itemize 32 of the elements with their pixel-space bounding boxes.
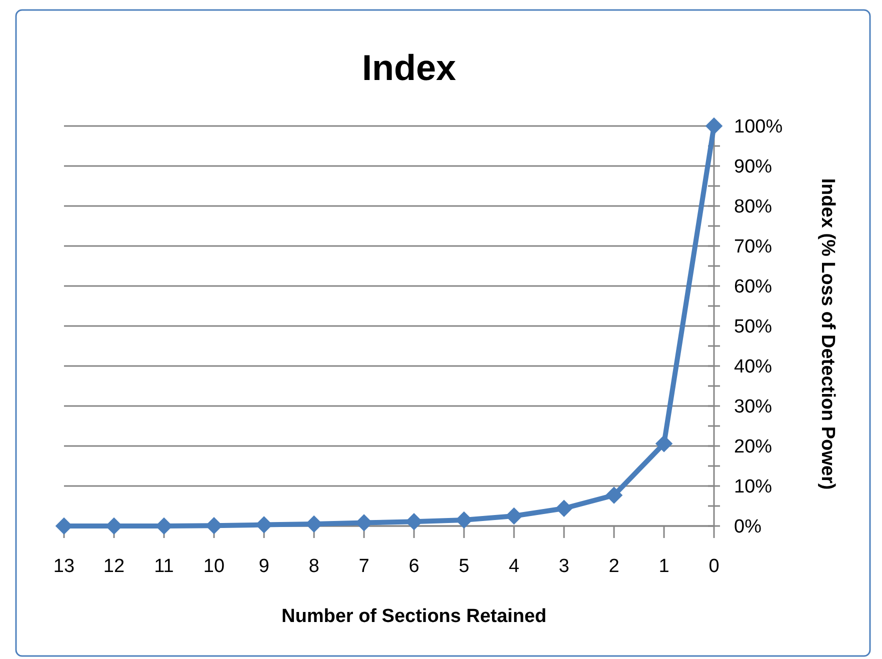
x-axis-title: Number of Sections Retained xyxy=(282,606,546,627)
x-tick-label: 13 xyxy=(53,556,75,577)
x-tick-label: 6 xyxy=(408,556,420,577)
x-tick-label: 2 xyxy=(608,556,620,577)
x-tick-label: 4 xyxy=(508,556,520,577)
x-tick-label: 5 xyxy=(458,556,470,577)
x-tick-label: 10 xyxy=(203,556,225,577)
chart-title: Index xyxy=(362,47,456,88)
x-tick-label: 9 xyxy=(258,556,270,577)
x-tick-label: 0 xyxy=(708,556,720,577)
y-tick-label: 50% xyxy=(734,316,772,338)
x-tick-label: 1 xyxy=(658,556,670,577)
y-axis-title: Index (% Loss of Detection Power) xyxy=(817,178,838,490)
x-tick-label: 8 xyxy=(308,556,320,577)
x-tick-label: 7 xyxy=(358,556,370,577)
y-tick-label: 30% xyxy=(734,396,772,418)
x-tick-label: 12 xyxy=(103,556,125,577)
y-tick-label: 0% xyxy=(734,516,762,538)
point xyxy=(605,486,623,504)
y-tick-label: 70% xyxy=(734,236,772,258)
y-tick-label: 80% xyxy=(734,196,772,218)
y-tick-label: 90% xyxy=(734,156,772,178)
y-tick-label: 60% xyxy=(734,276,772,298)
point xyxy=(555,500,573,518)
y-tick-label: 20% xyxy=(734,436,772,458)
point xyxy=(655,434,673,452)
x-tick-label: 11 xyxy=(154,556,174,577)
y-tick-label: 100% xyxy=(734,116,783,138)
y-tick-label: 10% xyxy=(734,476,772,498)
point xyxy=(705,117,723,135)
x-tick-label: 3 xyxy=(558,556,570,577)
y-tick-label: 40% xyxy=(734,356,772,378)
